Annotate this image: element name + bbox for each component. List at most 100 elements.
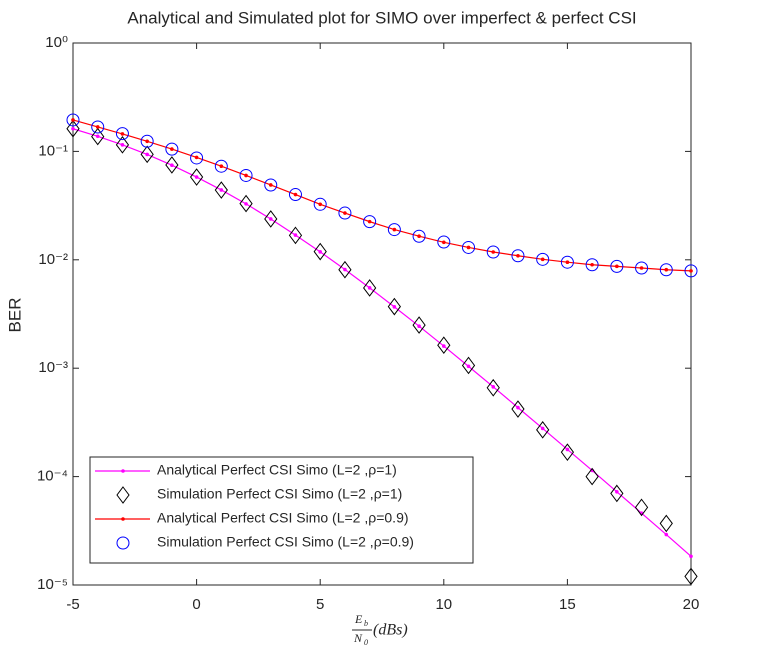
diamond-marker: [560, 443, 575, 462]
plot-frame: [72, 42, 692, 586]
dot-marker: [565, 447, 570, 452]
x-label-part: b: [364, 619, 368, 628]
dot-marker: [318, 250, 323, 254]
legend-box: [89, 456, 474, 564]
circle-marker: [115, 127, 129, 141]
diamond-marker: [165, 156, 179, 174]
dot-marker: [615, 490, 619, 494]
dot-marker: [664, 532, 669, 537]
diamond-marker: [684, 567, 698, 586]
circle-marker: [560, 255, 574, 269]
circle-marker: [66, 113, 80, 127]
dot-marker: [194, 155, 199, 160]
diamond-marker: [338, 260, 352, 279]
chart-title: Analytical and Simulated plot for SIMO o…: [127, 8, 636, 27]
dot-marker: [268, 217, 273, 221]
circle-marker: [264, 178, 278, 192]
legend-label: Simulation Perfect CSI Simo (L=2 ,ρ=0.9): [157, 534, 414, 550]
diamond-marker: [585, 467, 599, 486]
y-axis-label: BER: [5, 298, 24, 333]
diamond-marker: [264, 210, 278, 228]
dot-marker: [170, 163, 174, 167]
diamond-marker: [91, 127, 105, 146]
dot-marker: [71, 118, 75, 122]
dot-marker: [293, 192, 298, 197]
x-label-part: (dBs): [373, 622, 408, 639]
dot-marker: [417, 324, 421, 329]
circle-marker: [140, 134, 154, 148]
x-tick-label: 5: [316, 596, 324, 613]
dot-marker: [565, 260, 570, 265]
x-tick-label: 0: [192, 596, 200, 613]
diamond-marker: [536, 421, 550, 439]
dot-marker: [145, 139, 149, 144]
legend-label: Simulation Perfect CSI Simo (L=2 ,ρ=1): [157, 486, 402, 502]
circle-marker: [214, 159, 228, 173]
dot-marker: [244, 202, 248, 206]
dot-marker: [392, 305, 397, 309]
dot-marker: [219, 164, 224, 169]
x-label-part: 0: [364, 638, 368, 647]
dot-marker: [293, 233, 298, 237]
diamond-marker: [116, 486, 130, 504]
diamond-marker: [511, 400, 525, 418]
dot-marker: [268, 183, 273, 187]
circle-marker: [387, 223, 401, 237]
circle-marker: [610, 259, 624, 273]
y-tick-label: 10⁻⁵: [37, 576, 68, 593]
diamond-marker: [239, 194, 253, 213]
circle-marker: [659, 263, 673, 277]
dot-marker: [466, 245, 471, 250]
x-label-part: E: [354, 612, 363, 626]
dot-marker: [71, 126, 75, 131]
circle-marker: [684, 264, 698, 278]
x-axis-label: E b N 0 (dBs): [352, 612, 408, 647]
diamond-marker: [115, 135, 130, 154]
y-tick-label: 10⁻¹: [38, 142, 68, 159]
circle-marker: [363, 215, 377, 229]
x-label-part: N: [353, 631, 363, 645]
diamond-marker: [634, 498, 649, 517]
diamond-marker: [66, 119, 80, 138]
dot-marker: [170, 147, 174, 151]
dot-marker: [120, 132, 125, 136]
circle-marker: [585, 258, 599, 272]
circle-marker: [91, 120, 105, 134]
diamond-marker: [461, 356, 476, 375]
circle-marker: [412, 229, 426, 243]
dot-marker: [367, 286, 372, 290]
circle-marker: [190, 151, 204, 165]
circle-marker: [165, 142, 179, 156]
dot-marker: [417, 234, 421, 239]
dot-marker: [491, 385, 496, 389]
dot-marker: [466, 364, 471, 369]
diamond-marker: [313, 242, 327, 261]
dot-marker: [120, 143, 125, 147]
dot-marker: [689, 269, 693, 273]
dot-marker: [121, 517, 125, 521]
dot-marker: [145, 152, 149, 157]
diamond-marker: [486, 378, 500, 397]
dot-marker: [244, 173, 248, 178]
dot-marker: [540, 257, 545, 262]
legend-label: Analytical Perfect CSI Simo (L=2 ,ρ=0.9): [157, 510, 409, 526]
diamond-marker: [437, 336, 451, 355]
dot-marker: [516, 405, 520, 410]
dot-marker: [121, 469, 125, 473]
circle-marker: [536, 252, 550, 266]
dot-marker: [219, 188, 224, 192]
diamond-marker: [610, 484, 624, 503]
circle-marker: [437, 235, 451, 249]
circle-marker: [239, 168, 253, 182]
dot-marker: [590, 262, 594, 267]
circle-marker: [462, 240, 476, 254]
dot-marker: [615, 264, 619, 269]
x-tick-label: 10: [435, 596, 452, 613]
dot-marker: [442, 240, 446, 245]
dot-marker: [367, 219, 372, 224]
diamond-marker: [659, 514, 673, 533]
dot-marker: [516, 253, 520, 258]
diamond-marker: [288, 226, 303, 245]
circle-marker: [313, 197, 327, 211]
